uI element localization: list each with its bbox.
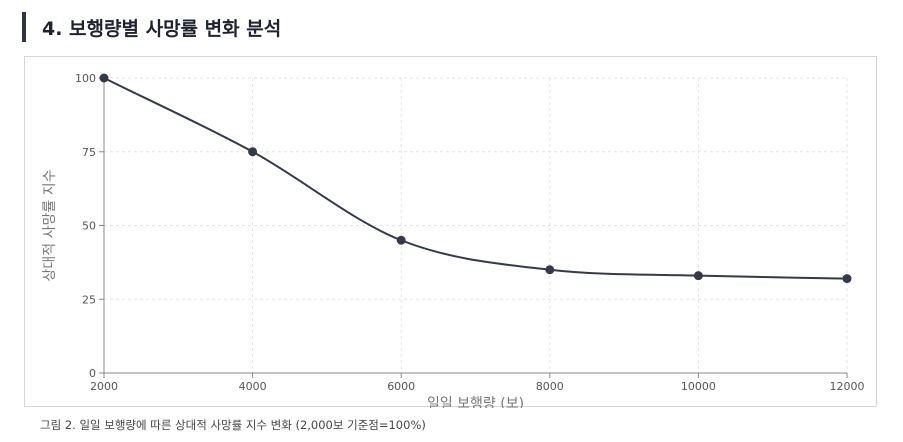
x-tick-label: 6000 [387, 380, 415, 393]
data-point [99, 73, 109, 83]
section-title: 4. 보행량별 사망률 변화 분석 [42, 17, 282, 40]
y-tick-label: 25 [82, 293, 96, 306]
data-point [545, 265, 555, 275]
figure-caption: 그림 2. 일일 보행량에 따른 상대적 사망률 지수 변화 (2,000보 기… [40, 418, 426, 432]
y-tick-label: 75 [82, 146, 96, 159]
y-tick-label: 100 [75, 72, 96, 85]
series-line [103, 77, 848, 280]
x-tick-label: 8000 [536, 380, 564, 393]
x-tick-label: 4000 [239, 380, 267, 393]
x-tick-label: 10000 [681, 380, 716, 393]
chart-container: 0 25 50 75 100 2000 4000 6000 8000 10000 12000 일일 보… [24, 56, 877, 408]
y-axis-title: 상대적 사망률 지수 [42, 169, 58, 281]
y-tick-label: 0 [89, 367, 96, 380]
x-axis-title: 일일 보행량 (보) [427, 396, 524, 408]
data-point [842, 274, 852, 284]
data-point [248, 147, 258, 157]
data-point [693, 271, 703, 281]
y-tick-label: 50 [82, 220, 96, 233]
x-tick-label: 12000 [830, 380, 865, 393]
mortality-line-chart: 0 25 50 75 100 2000 4000 6000 8000 10000 12000 일일 보… [42, 72, 865, 408]
data-point [396, 235, 406, 245]
x-tick-label: 2000 [90, 380, 118, 393]
section-heading: 4. 보행량별 사망률 변화 분석 [22, 12, 281, 42]
